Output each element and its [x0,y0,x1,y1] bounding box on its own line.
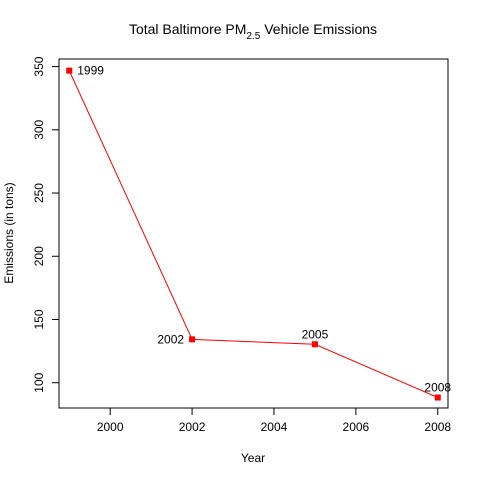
x-tick-label: 2000 [97,420,124,434]
plot-frame [58,58,449,409]
data-point [311,341,318,348]
y-axis-label: Emissions (in tons) [2,182,16,283]
x-axis: 2000 2002 2004 2006 2008 [97,408,451,434]
point-label: 2005 [302,327,329,341]
point-label: 1999 [77,64,104,78]
chart-title-main: Total Baltimore PM [129,21,246,37]
data-point [434,394,441,401]
y-tick-label: 200 [32,246,46,266]
series-layer: 1999 2002 2005 2008 [66,64,451,401]
y-tick-label: 250 [32,183,46,203]
x-tick-label: 2004 [261,420,288,434]
series-line [68,70,438,398]
y-tick-label: 350 [32,56,46,76]
chart-title: Total Baltimore PM2.5 Vehicle Emissions [129,21,377,42]
y-axis: 100 150 200 250 300 350 [32,56,59,393]
data-point [66,67,73,74]
point-label: 2002 [157,332,184,346]
point-label: 2008 [424,381,451,395]
x-tick-label: 2006 [343,420,370,434]
x-axis-label: Year [241,451,265,465]
y-tick-label: 300 [32,119,46,139]
x-tick-label: 2002 [179,420,206,434]
x-tick-label: 2008 [424,420,451,434]
chart-title-subscript: 2.5 [246,31,260,42]
y-tick-label: 100 [32,372,46,392]
chart-title-suffix: Vehicle Emissions [260,21,377,37]
data-point [189,336,196,343]
y-tick-label: 150 [32,309,46,329]
